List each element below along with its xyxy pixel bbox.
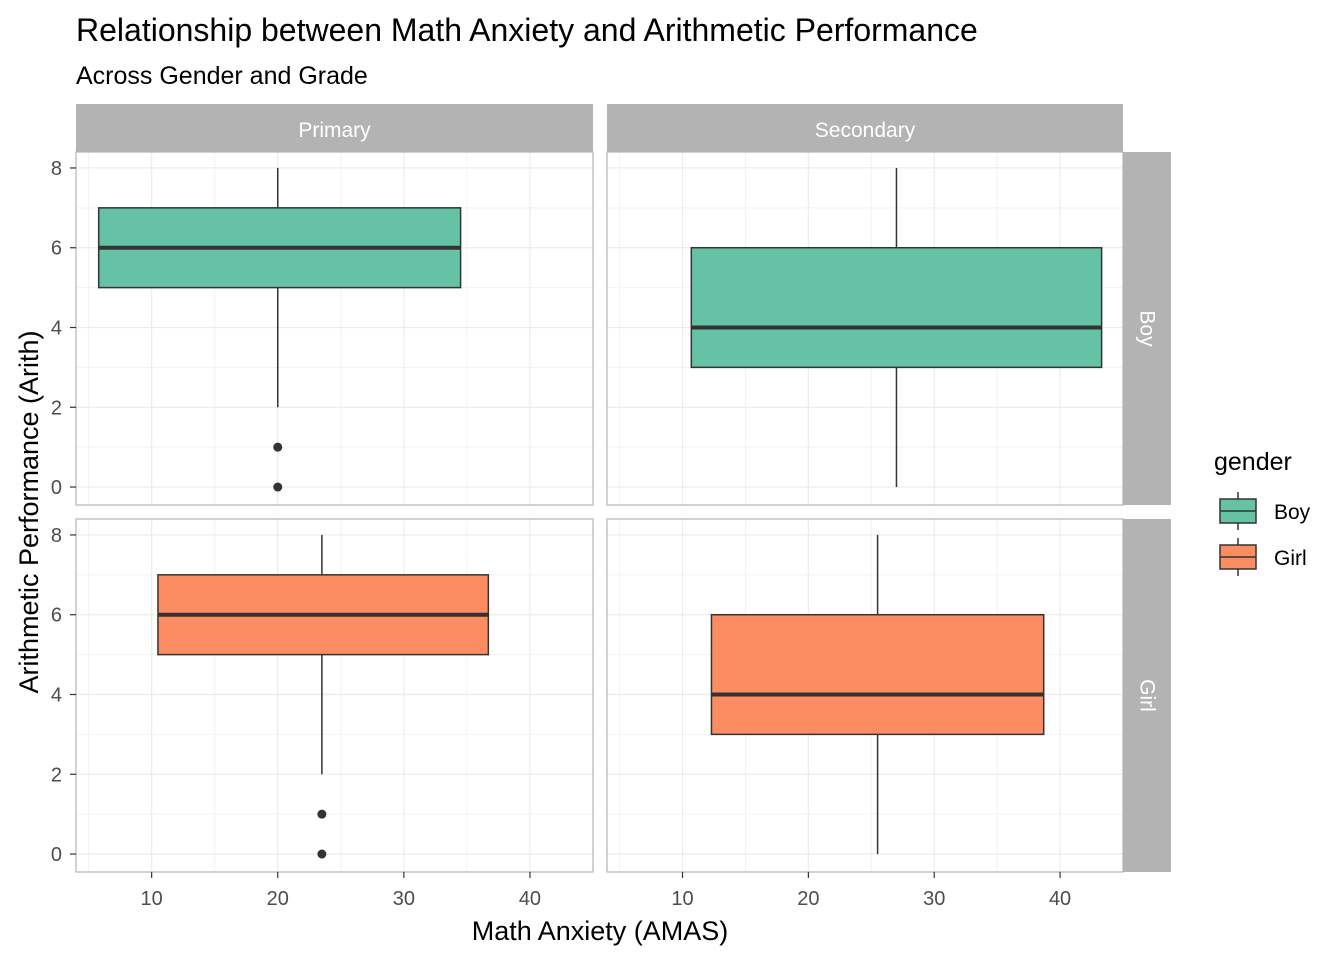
outlier-point-primary-girl: [317, 809, 327, 819]
strip-label-girl: Girl: [1136, 679, 1159, 712]
y-tick-label: 8: [51, 525, 62, 547]
box-secondary-girl: [710, 613, 1045, 736]
panel-background: [76, 519, 593, 872]
x-tick-label: 40: [519, 888, 541, 910]
x-tick-label: 30: [923, 888, 945, 910]
legend-label-girl: Girl: [1274, 547, 1307, 570]
outlier-point-primary-boy: [273, 442, 283, 452]
y-tick-label: 0: [51, 844, 62, 866]
outlier-point-primary-boy: [273, 482, 283, 492]
panel-border: [75, 151, 594, 506]
x-tick-label: 20: [267, 888, 289, 910]
y-axis-title: Arithmetic Performance (Arith): [14, 330, 44, 693]
outlier-point-primary-girl: [317, 849, 327, 859]
panels-layer: Primary Secondary Boy Girl 0 2 4 6 8 0 2 4 6 8 10 20 30 4…: [51, 104, 1171, 910]
y-tick-label: 0: [51, 477, 62, 499]
panel-border: [606, 151, 1124, 506]
y-tick-label: 8: [51, 158, 62, 180]
x-tick-label: 10: [671, 888, 693, 910]
x-axis-title: Math Anxiety (AMAS): [472, 916, 729, 946]
y-tick-label: 6: [51, 238, 62, 260]
strip-girl: [1123, 519, 1171, 872]
x-tick-label: 40: [1049, 888, 1071, 910]
x-tick-label: 10: [141, 888, 163, 910]
legend-label-boy: Boy: [1274, 501, 1311, 524]
y-tick-label: 4: [51, 685, 62, 707]
strip-label-primary: Primary: [298, 119, 371, 142]
y-tick-label: 4: [51, 318, 62, 340]
strip-label-boy: Boy: [1136, 310, 1159, 347]
y-tick-label: 6: [51, 605, 62, 627]
panel-background: [76, 152, 593, 505]
strip-boy: [1123, 152, 1171, 505]
panel-border: [606, 518, 1124, 873]
chart-title: Relationship between Math Anxiety and Ar…: [76, 12, 978, 48]
y-tick-label: 2: [51, 397, 62, 419]
legend-key-girl: [1219, 538, 1257, 576]
panel-border: [75, 518, 594, 873]
strip-label-secondary: Secondary: [815, 119, 916, 142]
legend-key-boy: [1219, 492, 1257, 530]
legend-title: gender: [1214, 448, 1292, 476]
x-tick-label: 30: [393, 888, 415, 910]
y-tick-label: 2: [51, 764, 62, 786]
legend: gender Boy Girl: [1214, 448, 1311, 576]
strip-primary: [76, 104, 593, 152]
strip-secondary: [607, 104, 1123, 152]
chart-subtitle: Across Gender and Grade: [76, 62, 368, 90]
x-tick-label: 20: [797, 888, 819, 910]
box-secondary-boy: [690, 246, 1103, 369]
